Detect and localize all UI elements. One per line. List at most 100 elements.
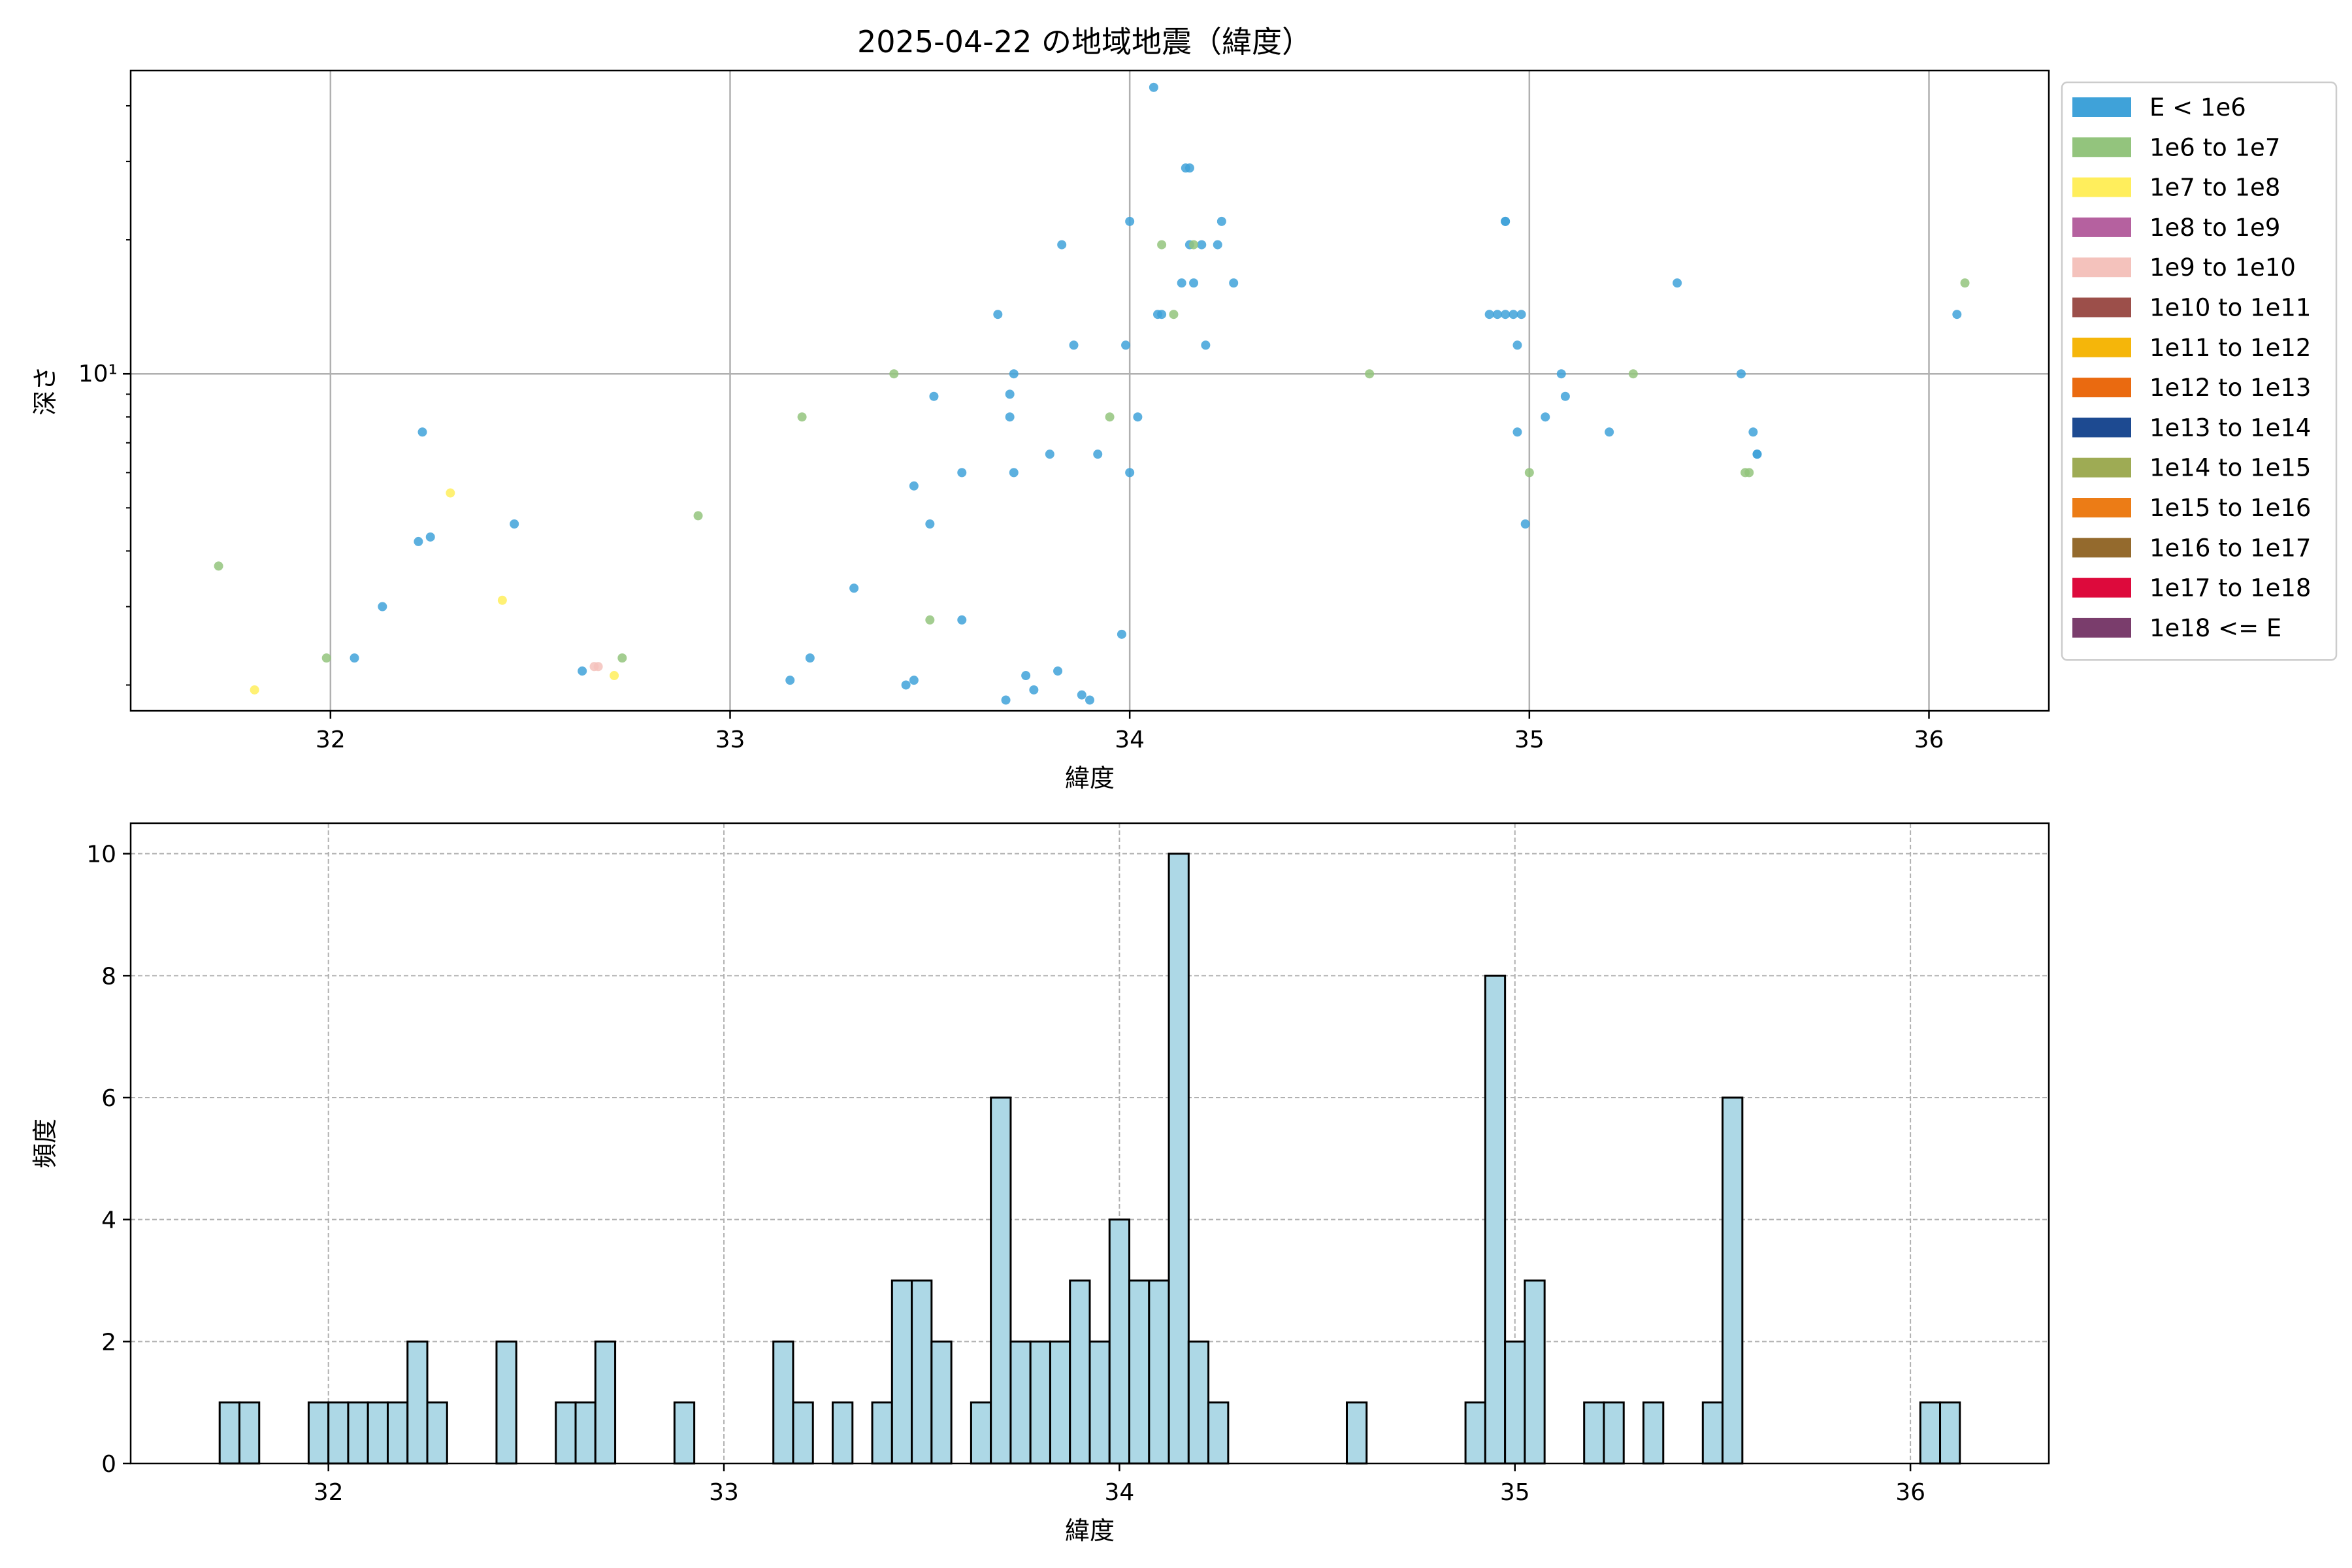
legend-label: 1e7 to 1e8 xyxy=(2149,174,2280,202)
legend-swatch xyxy=(2072,617,2131,638)
legend-swatch xyxy=(2072,457,2131,478)
legend-label: 1e17 to 1e18 xyxy=(2149,574,2311,602)
data-point xyxy=(925,615,935,625)
data-point xyxy=(425,532,435,542)
data-point xyxy=(1365,369,1375,379)
histogram-bar xyxy=(307,1401,330,1465)
histogram-bar xyxy=(406,1340,429,1465)
legend-label: E < 1e6 xyxy=(2149,93,2246,122)
data-point xyxy=(889,369,899,379)
legend-label: 1e11 to 1e12 xyxy=(2149,334,2311,362)
data-point xyxy=(321,653,331,663)
histogram-bar xyxy=(594,1340,617,1465)
data-point xyxy=(797,412,807,422)
data-point xyxy=(1512,340,1522,350)
y-tick-label: 8 xyxy=(101,963,116,990)
y-tick-label: 0 xyxy=(101,1451,116,1478)
histogram-bar xyxy=(1029,1340,1051,1465)
legend-swatch xyxy=(2072,538,2131,558)
histogram-bar xyxy=(238,1401,261,1465)
legend-swatch xyxy=(2072,177,2131,197)
data-point xyxy=(1501,216,1511,226)
data-point xyxy=(993,310,1003,319)
data-point xyxy=(1121,340,1131,350)
data-point xyxy=(849,583,859,593)
data-point xyxy=(1169,310,1179,319)
data-point xyxy=(1053,666,1063,676)
data-point xyxy=(578,666,587,676)
histogram-bar xyxy=(1722,1096,1744,1465)
histogram-bar xyxy=(1504,1340,1526,1465)
data-point xyxy=(1177,278,1186,288)
data-point xyxy=(1197,240,1207,250)
plot-frame xyxy=(129,69,2050,712)
x-tick-label: 33 xyxy=(709,1479,739,1506)
data-point xyxy=(1501,310,1511,319)
data-point xyxy=(1509,310,1518,319)
legend-label: 1e6 to 1e7 xyxy=(2149,133,2280,161)
data-point xyxy=(785,676,795,685)
data-point xyxy=(214,561,223,571)
data-point xyxy=(1069,340,1079,350)
legend-label: 1e8 to 1e9 xyxy=(2149,214,2280,242)
data-point xyxy=(1748,427,1758,437)
histogram-bar xyxy=(1049,1340,1071,1465)
x-tick-label: 32 xyxy=(316,727,346,753)
y-tick-label: 4 xyxy=(101,1207,116,1234)
data-point xyxy=(1960,278,1970,288)
data-point xyxy=(1229,278,1239,288)
data-point xyxy=(1157,310,1167,319)
histogram-bar xyxy=(1069,1279,1091,1465)
data-point xyxy=(1093,449,1103,459)
histogram-bar xyxy=(970,1401,992,1465)
legend-swatch xyxy=(2072,337,2131,357)
data-point xyxy=(1484,310,1494,319)
data-point xyxy=(1149,82,1158,92)
data-point xyxy=(1737,369,1746,379)
data-point xyxy=(805,653,815,663)
histogram-bar xyxy=(1108,1218,1131,1465)
histogram-bar xyxy=(327,1401,350,1465)
histogram-bar xyxy=(426,1401,448,1465)
data-point xyxy=(1673,278,1682,288)
histogram-bar xyxy=(871,1401,893,1465)
scatter-plot: 32 33 34 35 36 10¹ 緯度 深さ xyxy=(31,69,2050,792)
legend-frame xyxy=(2061,81,2338,661)
y-axis-label: 頻度 xyxy=(31,1119,59,1168)
legend-label: 1e10 to 1e11 xyxy=(2149,294,2311,322)
x-axis-label: 緯度 xyxy=(1065,764,1115,792)
histogram-bar xyxy=(495,1340,517,1465)
histogram-bar xyxy=(1009,1340,1032,1465)
legend-label: 1e13 to 1e14 xyxy=(2149,414,2311,442)
legend-swatch xyxy=(2072,297,2131,318)
legend-swatch xyxy=(2072,257,2131,278)
legend-swatch xyxy=(2072,498,2131,517)
data-point xyxy=(1125,216,1135,226)
data-point xyxy=(1009,369,1019,379)
data-point xyxy=(1045,449,1054,459)
histogram-bar xyxy=(1701,1401,1724,1465)
data-point xyxy=(693,511,703,521)
data-point xyxy=(1952,310,1962,319)
y-tick-label: 6 xyxy=(101,1085,116,1112)
data-point xyxy=(593,662,603,672)
data-point xyxy=(378,602,387,612)
data-point xyxy=(1189,240,1199,250)
x-tick-label: 36 xyxy=(1914,727,1944,753)
legend-swatch xyxy=(2072,217,2131,237)
data-point xyxy=(957,615,967,625)
histogram-bar xyxy=(367,1401,389,1465)
data-point xyxy=(1133,412,1143,422)
data-point xyxy=(909,676,919,685)
data-point xyxy=(1057,240,1067,250)
histogram-bar xyxy=(574,1401,596,1465)
data-point xyxy=(909,481,919,491)
histogram-bar xyxy=(218,1401,240,1465)
x-tick-label: 32 xyxy=(314,1479,344,1506)
x-tick-label: 34 xyxy=(1104,1479,1134,1506)
histogram-plot: 32 33 34 35 36 0 2 4 6 8 10 緯度 頻度 xyxy=(31,822,2050,1545)
histogram-bar xyxy=(832,1401,854,1465)
legend-label: 1e9 to 1e10 xyxy=(2149,253,2296,282)
histogram-bar xyxy=(1464,1401,1486,1465)
